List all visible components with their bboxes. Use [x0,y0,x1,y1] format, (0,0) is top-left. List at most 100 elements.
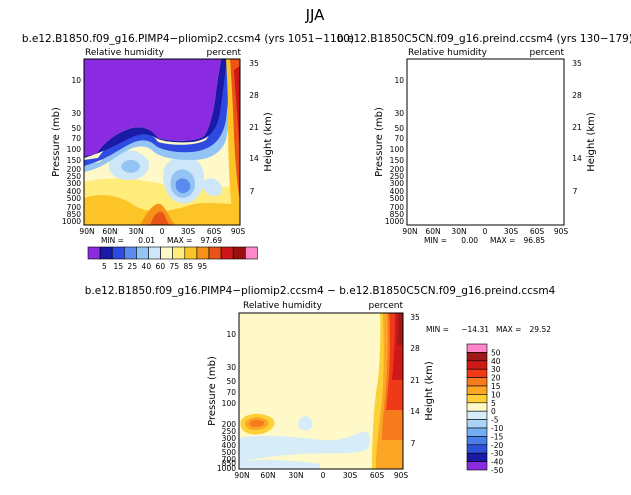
panel-3-htick: 28 [410,344,420,353]
panel-3-band-neg5b [239,459,320,469]
panel-1-ytick: 200 [67,165,82,174]
panel-1-band-85 [150,211,170,225]
panel-1-max-label: MAX = [167,236,192,245]
panel-1-x-ticks: 90N 60N 30N 0 30S 60S 90S [79,227,245,236]
panel-3-htick: 35 [410,313,420,322]
panel-1-xtick: 30N [128,227,143,236]
panel-1-frame [83,58,241,226]
panel-2-ytick: 700 [390,203,405,212]
panel-2-units: percent [530,48,565,58]
colorbar-diff-label: 20 [491,374,501,383]
panel-3-y-ticks: 10 30 50 70 100 200 250 300 400 500 700 … [217,330,236,473]
panel-1-max-value: 97.69 [201,236,223,245]
panel-1-htick: 14 [249,154,259,163]
panel-3-min-value: −14.31 [461,325,489,334]
colorbar-main-swatch [208,246,222,260]
panel-3-title: b.e12.B1850.f09_g16.PIMP4−pliomip2.ccsm4… [85,285,556,297]
panel-2-ytick: 10 [394,76,404,85]
panel-3-ytick: 10 [226,330,236,339]
panel-2-ytick: 70 [394,134,404,143]
panel-2-htick: 21 [572,123,582,132]
panel-3-x-ticks: 90N 60N 30N 0 30S 60S 90S [234,471,408,480]
panel-3-band-polar-40 [397,313,403,345]
panel-2-band-40 [432,151,472,180]
panel-2-field-label: Relative humidity [408,48,488,58]
panel-2-ytick: 200 [390,165,405,174]
page-title: JJA [305,6,326,24]
colorbar-diff-swatch [466,385,488,395]
panel-1-htick: 7 [250,187,255,196]
panel-2-htick: 14 [572,154,582,163]
panel-3-xtick: 30N [288,471,303,480]
colorbar-diff-swatch [466,377,488,387]
panel-3-htick: 21 [410,376,420,385]
panel-2-htick: 35 [572,59,582,68]
panel-3-band-neg5 [239,431,370,462]
colorbar-diff-label: -50 [491,466,503,475]
panel-1: b.e12.B1850.f09_g16.PIMP4−pliomip2.ccsm4… [22,33,354,245]
panel-2-band-75 [463,204,499,225]
panel-3-units: percent [369,301,404,311]
panel-3-xtick: 90S [394,471,409,480]
colorbar-main-label: 5 [102,262,107,271]
panel-3-ytick: 700 [222,455,237,464]
panel-3-xtick: 60S [370,471,385,480]
panel-3-frame [238,312,404,470]
panel-3-xtick: 0 [321,471,326,480]
colorbar-diff-label: -20 [491,441,503,450]
panel-2-band-30 [493,169,518,198]
colorbar-diff-swatch [466,419,488,429]
panel-2-band-polar-65 [549,59,564,225]
colorbar-main-label: 40 [142,262,152,271]
colorbar-diff-swatch [466,452,488,462]
panel-3-band-neg5c [298,416,313,431]
panel-1-min-value: 0.01 [138,236,155,245]
panel-3-ylabel: Pressure (mb) [207,356,218,426]
colorbar-diff-swatch [466,461,488,471]
colorbar-main-swatch [172,246,186,260]
panel-2-band-20 [499,178,514,193]
colorbar-main-swatch [87,246,101,260]
panel-2-xtick: 90N [402,227,417,236]
panel-1-contours [84,59,240,225]
panel-3-min-label: MIN = [426,325,449,334]
panel-2-htick: 28 [572,91,582,100]
panel-2: b.e12.B1850C5CN.f09_g16.preind.ccsm4 (yr… [337,33,631,245]
panel-3-ytick: 1000 [217,464,236,473]
colorbar-main-swatch [148,246,161,260]
panel-2-band-polar-85 [553,59,564,200]
panel-2-contours [407,59,564,225]
panel-2-ytick: 850 [390,210,405,219]
panel-2-band-tp-15 [407,59,557,166]
colorbar-main-labels: 5 15 25 40 60 75 85 95 [102,262,207,271]
colorbar-diff-label: 15 [491,382,501,391]
colorbar-main-label: 85 [184,262,194,271]
panel-1-band-20 [175,178,191,194]
colorbar-main-label: 15 [114,262,124,271]
panel-2-band-tp-10 [407,59,550,158]
panel-2-ytick: 500 [390,194,405,203]
panel-1-min-label: MIN = [101,236,124,245]
colorbar-main-swatch [111,246,125,260]
panel-2-ylabel-right: Height (km) [586,112,597,172]
panel-2-band-85 [473,212,493,225]
colorbar-main-swatch [99,246,113,260]
panel-3-htick: 7 [411,439,416,448]
panel-2-title: b.e12.B1850C5CN.f09_g16.preind.ccsm4 (yr… [337,33,631,45]
panel-3-ytick: 400 [222,441,237,450]
panel-1-ytick: 850 [67,210,82,219]
panel-3: b.e12.B1850.f09_g16.PIMP4−pliomip2.ccsm4… [85,285,556,480]
panel-1-xtick: 90N [79,227,94,236]
panel-3-htick: 14 [410,407,420,416]
panel-2-ytick: 1000 [385,217,404,226]
panel-1-ylabel-right: Height (km) [263,112,274,172]
panel-2-band-55 [407,179,563,225]
panel-3-ytick: 200 [222,420,237,429]
panel-1-ylabel: Pressure (mb) [51,107,62,177]
panel-1-xtick: 30S [181,227,196,236]
panel-1-ytick: 1000 [62,217,81,226]
panel-2-band-tp-30 [407,59,563,172]
panel-2-xtick: 30S [504,227,519,236]
panel-1-ytick: 400 [67,187,82,196]
